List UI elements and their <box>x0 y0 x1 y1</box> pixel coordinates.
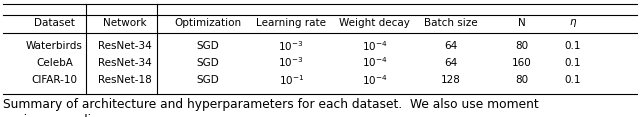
Text: $10^{-1}$: $10^{-1}$ <box>278 73 304 87</box>
Text: $10^{-3}$: $10^{-3}$ <box>278 39 304 53</box>
Text: Batch size: Batch size <box>424 18 478 28</box>
Text: 80: 80 <box>515 75 528 85</box>
Text: Summary of architecture and hyperparameters for each dataset.  We also use momen: Summary of architecture and hyperparamet… <box>3 98 539 117</box>
Text: $10^{-4}$: $10^{-4}$ <box>362 56 387 69</box>
Text: 80: 80 <box>515 41 528 51</box>
Text: SGD: SGD <box>196 41 220 51</box>
Text: ResNet-18: ResNet-18 <box>98 75 152 85</box>
Text: 64: 64 <box>445 58 458 68</box>
Text: Weight decay: Weight decay <box>339 18 410 28</box>
Text: 64: 64 <box>445 41 458 51</box>
Text: 0.1: 0.1 <box>564 41 581 51</box>
Text: Network: Network <box>103 18 147 28</box>
Text: Waterbirds: Waterbirds <box>26 41 83 51</box>
Text: CelebA: CelebA <box>36 58 73 68</box>
Text: Dataset: Dataset <box>34 18 75 28</box>
Text: CIFAR-10: CIFAR-10 <box>31 75 77 85</box>
Text: SGD: SGD <box>196 58 220 68</box>
Text: 128: 128 <box>441 75 461 85</box>
Text: 0.1: 0.1 <box>564 75 581 85</box>
Text: $10^{-4}$: $10^{-4}$ <box>362 73 387 87</box>
Text: ResNet-34: ResNet-34 <box>98 41 152 51</box>
Text: $10^{-4}$: $10^{-4}$ <box>362 39 387 53</box>
Text: $\eta$: $\eta$ <box>569 17 577 29</box>
Text: 0.1: 0.1 <box>564 58 581 68</box>
Text: ResNet-34: ResNet-34 <box>98 58 152 68</box>
Text: N: N <box>518 18 525 28</box>
Text: SGD: SGD <box>196 75 220 85</box>
Text: Optimization: Optimization <box>175 18 241 28</box>
Text: 160: 160 <box>512 58 531 68</box>
Text: $10^{-3}$: $10^{-3}$ <box>278 56 304 69</box>
Text: Learning rate: Learning rate <box>256 18 326 28</box>
